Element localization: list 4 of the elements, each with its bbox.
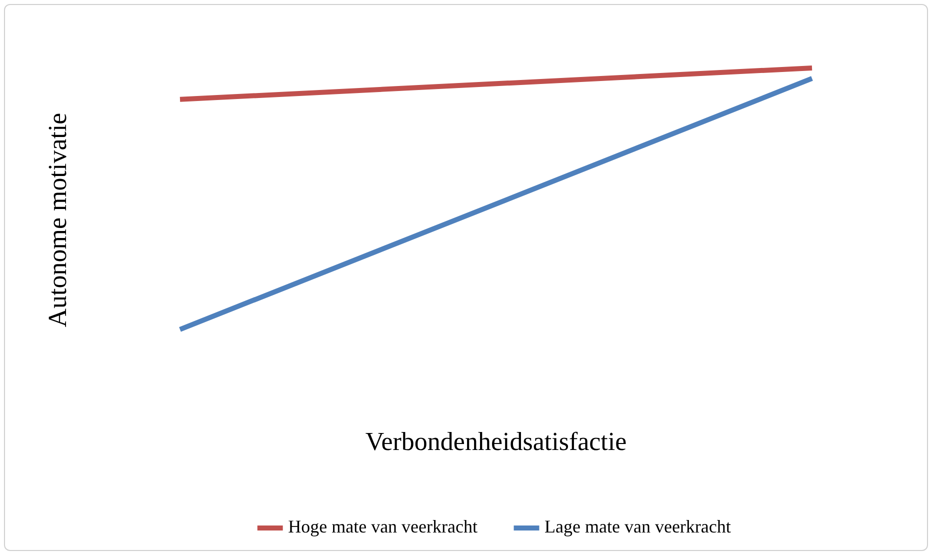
legend-label: Hoge mate van veerkracht <box>288 516 478 537</box>
legend-label: Lage mate van veerkracht <box>544 516 731 537</box>
y-axis-title: Autonome motivatie <box>43 112 73 328</box>
x-axis-title: Verbondenheidsatisfactie <box>365 427 627 456</box>
